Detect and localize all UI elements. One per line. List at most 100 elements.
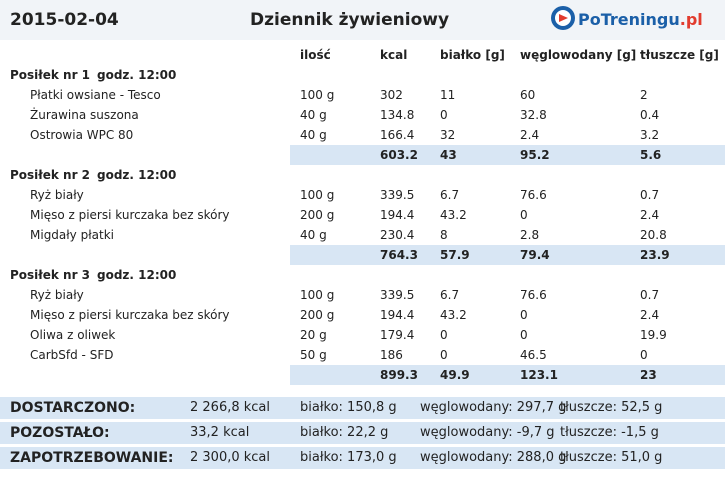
item-value: 60 (520, 88, 536, 102)
total-value: 49.9 (440, 368, 470, 382)
summary-value: 33,2 kcal (190, 425, 250, 440)
item-value: 100 g (300, 288, 335, 302)
column-header: węglowodany [g] (520, 48, 637, 62)
logo-icon (551, 6, 575, 30)
item-value: 76.6 (520, 288, 547, 302)
item-value: 339.5 (380, 188, 415, 202)
item-value: 0 (440, 328, 448, 342)
item-value: 20.8 (640, 228, 667, 242)
item-value: 2.4 (640, 208, 660, 222)
meal-time: godz. 12:00 (97, 168, 177, 182)
meal-time: godz. 12:00 (97, 268, 177, 282)
item-value: 50 g (300, 348, 327, 362)
item-value: 43.2 (440, 308, 467, 322)
item-value: 0.7 (640, 188, 660, 202)
summary-value: tłuszcze: 51,0 g (560, 450, 663, 465)
summary-label: DOSTARCZONO: (10, 400, 136, 416)
item-value: 0 (520, 308, 528, 322)
item-value: 0 (440, 348, 448, 362)
total-value: 95.2 (520, 148, 550, 162)
column-header: ilość (300, 48, 331, 62)
item-name: Migdały płatki (30, 228, 114, 242)
item-name: Płatki owsiane - Tesco (30, 88, 161, 102)
summary-value: tłuszcze: 52,5 g (560, 400, 663, 415)
logo: PoTreningu.pl (578, 8, 703, 32)
item-value: 40 g (300, 128, 327, 142)
item-name: Ostrowia WPC 80 (30, 128, 134, 142)
summary-value: węglowodany: -9,7 g (420, 425, 555, 440)
item-value: 2.4 (640, 308, 660, 322)
item-value: 0 (640, 348, 648, 362)
item-value: 2.8 (520, 228, 540, 242)
item-value: 6.7 (440, 288, 460, 302)
total-value: 43 (440, 148, 457, 162)
meal-label: Posiłek nr 3 (10, 268, 91, 282)
header (0, 0, 725, 40)
item-value: 100 g (300, 188, 335, 202)
item-value: 166.4 (380, 128, 415, 142)
item-value: 179.4 (380, 328, 415, 342)
total-value: 23 (640, 368, 657, 382)
item-value: 0 (520, 328, 528, 342)
item-value: 40 g (300, 108, 327, 122)
summary-value: węglowodany: 288,0 g (420, 450, 567, 465)
item-value: 32.8 (520, 108, 547, 122)
logo-tld: .pl (679, 10, 703, 29)
date: 2015-02-04 (10, 10, 119, 30)
summary-value: tłuszcze: -1,5 g (560, 425, 659, 440)
item-value: 0.7 (640, 288, 660, 302)
item-value: 43.2 (440, 208, 467, 222)
total-value: 5.6 (640, 148, 662, 162)
item-name: Ryż biały (30, 188, 84, 202)
item-name: Oliwa z oliwek (30, 328, 116, 342)
item-value: 0 (440, 108, 448, 122)
item-value: 3.2 (640, 128, 660, 142)
item-value: 194.4 (380, 308, 415, 322)
total-value: 23.9 (640, 248, 670, 262)
item-value: 200 g (300, 208, 335, 222)
summary-band (0, 422, 725, 444)
summary-value: białko: 150,8 g (300, 400, 397, 415)
item-name: CarbSfd - SFD (30, 348, 114, 362)
total-value: 123.1 (520, 368, 558, 382)
title: Dziennik żywieniowy (250, 10, 450, 30)
item-value: 2 (640, 88, 648, 102)
item-value: 339.5 (380, 288, 415, 302)
item-value: 8 (440, 228, 448, 242)
meal-label: Posiłek nr 1 (10, 68, 91, 82)
item-value: 20 g (300, 328, 327, 342)
summary-value: 2 300,0 kcal (190, 450, 271, 465)
summary-value: 2 266,8 kcal (190, 400, 271, 415)
item-value: 6.7 (440, 188, 460, 202)
item-value: 100 g (300, 88, 335, 102)
item-value: 194.4 (380, 208, 415, 222)
item-value: 46.5 (520, 348, 547, 362)
total-band (290, 245, 725, 265)
total-value: 764.3 (380, 248, 418, 262)
item-value: 32 (440, 128, 456, 142)
item-value: 76.6 (520, 188, 547, 202)
item-value: 11 (440, 88, 456, 102)
summary-value: białko: 22,2 g (300, 425, 389, 440)
item-name: Ryż biały (30, 288, 84, 302)
column-header: białko [g] (440, 48, 505, 62)
item-value: 2.4 (520, 128, 540, 142)
summary-label: POZOSTAŁO: (10, 425, 110, 441)
item-value: 186 (380, 348, 403, 362)
summary-band (0, 447, 725, 469)
summary-label: ZAPOTRZEBOWANIE: (10, 450, 174, 466)
summary-value: węglowodany: 297,7 g (420, 400, 567, 415)
summary-band (0, 397, 725, 419)
total-value: 79.4 (520, 248, 550, 262)
item-value: 134.8 (380, 108, 415, 122)
total-value: 57.9 (440, 248, 470, 262)
total-band (290, 145, 725, 165)
total-band (290, 365, 725, 385)
item-value: 230.4 (380, 228, 415, 242)
item-value: 0 (520, 208, 528, 222)
item-value: 200 g (300, 308, 335, 322)
column-header: kcal (380, 48, 408, 62)
item-value: 40 g (300, 228, 327, 242)
item-name: Mięso z piersi kurczaka bez skóry (30, 208, 230, 222)
